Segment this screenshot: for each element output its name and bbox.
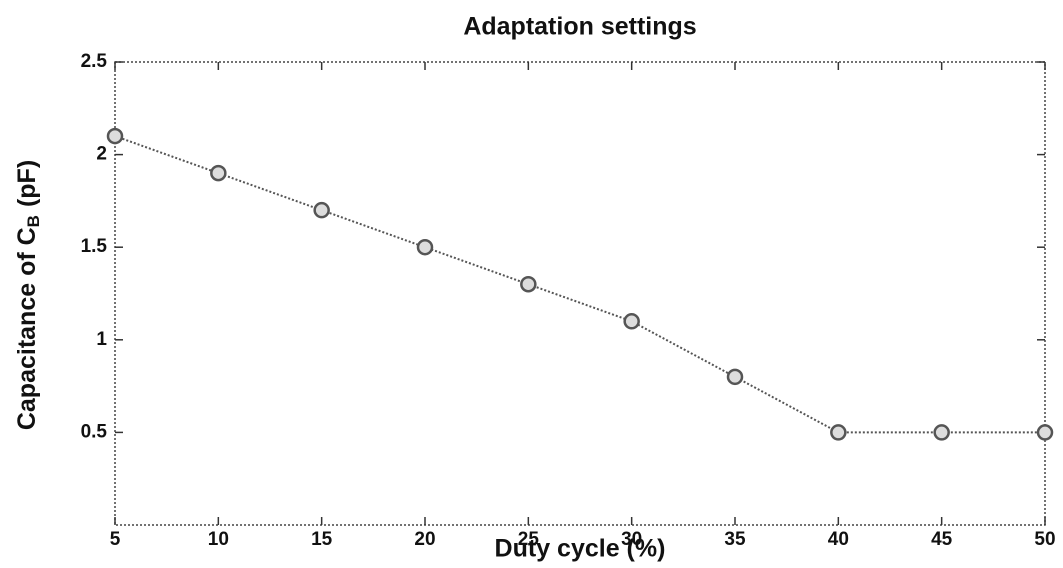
y-tick-label: 2 (96, 144, 107, 165)
data-point (1036, 424, 1054, 441)
x-tick-label: 15 (311, 529, 333, 550)
y-axis-label-unit: (pF) (13, 160, 41, 207)
x-tick-label: 10 (208, 529, 229, 550)
y-axis-label: Capacitance of CB (pF) (13, 160, 44, 430)
x-tick-label: 25 (518, 529, 540, 550)
x-axis-label: Duty cycle (%) (495, 535, 666, 563)
data-point (106, 127, 124, 145)
x-tick-label: 5 (110, 529, 121, 550)
x-tick-label: 40 (828, 529, 849, 550)
data-point (830, 424, 847, 441)
plot-frame (114, 61, 1046, 526)
x-tick-label: 50 (1034, 529, 1055, 550)
data-point (520, 275, 537, 293)
x-tick-label: 20 (414, 529, 435, 550)
y-tick-label: 1.5 (81, 236, 108, 257)
x-tick-label: 30 (621, 529, 642, 550)
x-tick-label: 35 (724, 529, 746, 550)
data-line (114, 135, 1045, 434)
data-point (416, 238, 434, 256)
data-point (210, 164, 227, 182)
data-point (933, 424, 950, 441)
data-point (726, 368, 744, 386)
x-tick-label: 45 (931, 529, 953, 550)
chart-title: Adaptation settings (463, 13, 696, 41)
data-point (623, 313, 640, 330)
y-tick-label: 1 (96, 329, 107, 350)
y-tick-label: 0.5 (81, 421, 108, 442)
y-tick-label: 2.5 (81, 51, 108, 72)
y-axis-label-subscript: B (24, 215, 43, 227)
y-axis-label-text: Capacitance of C (13, 227, 41, 430)
data-point (313, 201, 330, 219)
